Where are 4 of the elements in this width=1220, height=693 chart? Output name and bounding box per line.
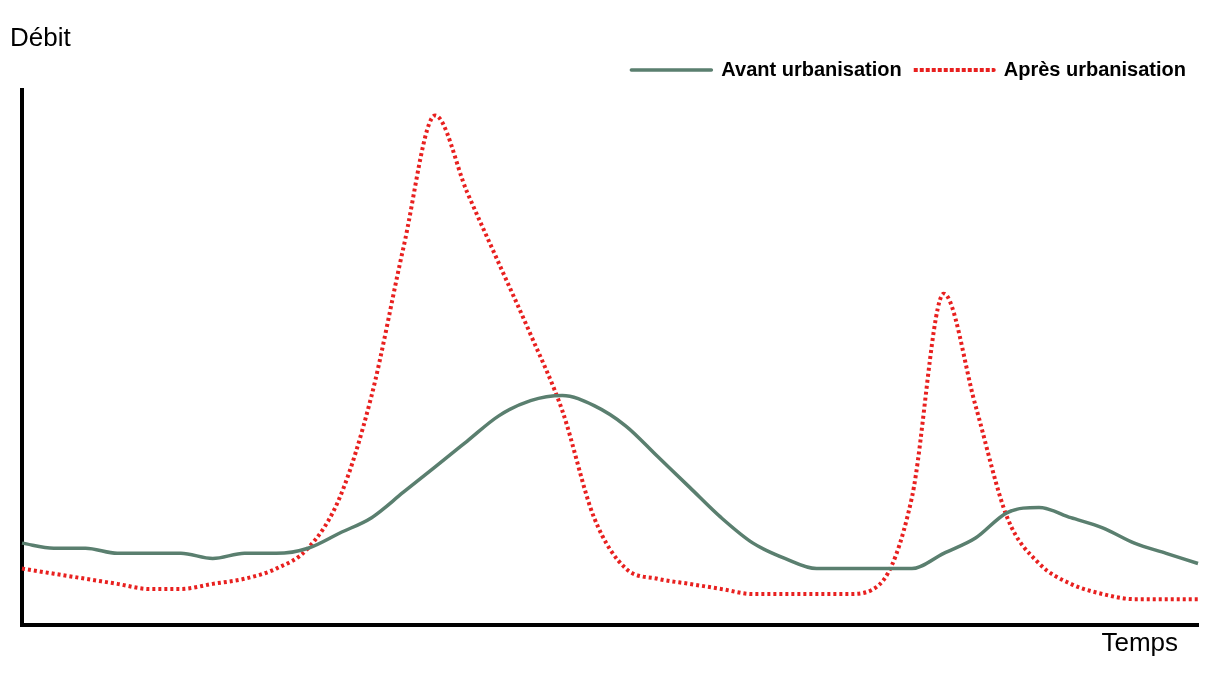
x-axis-title: Temps <box>1101 626 1178 657</box>
legend-label: Après urbanisation <box>1003 57 1187 80</box>
y-axis-title: Débit <box>10 22 72 53</box>
legend-label: Avant urbanisation <box>721 57 902 80</box>
